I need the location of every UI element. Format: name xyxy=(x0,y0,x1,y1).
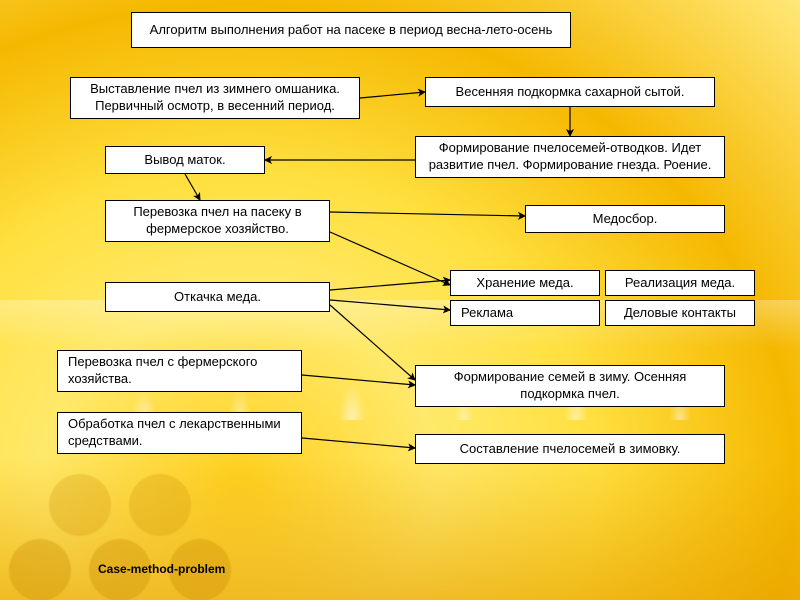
node-n4: Формирование пчелосемей-отводков. Идет р… xyxy=(415,136,725,178)
edge-n9-n10 xyxy=(302,375,415,385)
node-n1: Выставление пчел из зимнего омшаника. Пе… xyxy=(70,77,360,119)
edge-n3-n5 xyxy=(185,174,200,200)
edge-n11-n12 xyxy=(302,438,415,448)
footer-label: Case-method-problem xyxy=(98,562,225,576)
node-n12: Составление пчелосемей в зимовку. xyxy=(415,434,725,464)
node-n8c: Реклама xyxy=(450,300,600,326)
edge-n1-n2 xyxy=(360,92,425,98)
node-title: Алгоритм выполнения работ на пасеке в пе… xyxy=(131,12,571,48)
node-n5: Перевозка пчел на пасеку в фермерское хо… xyxy=(105,200,330,242)
edge-n5-n7 xyxy=(330,232,450,285)
node-n8d: Деловые контакты xyxy=(605,300,755,326)
node-n10: Формирование семей в зиму. Осенняя подко… xyxy=(415,365,725,407)
node-n3: Вывод маток. xyxy=(105,146,265,174)
edge-n7-n8c xyxy=(330,300,450,310)
node-n2: Весенняя подкормка сахарной сытой. xyxy=(425,77,715,107)
node-n8a: Хранение меда. xyxy=(450,270,600,296)
edge-n7-n9 xyxy=(330,305,415,380)
edge-n5-n6 xyxy=(330,212,525,216)
node-n6: Медосбор. xyxy=(525,205,725,233)
node-n11: Обработка пчел с лекарственными средства… xyxy=(57,412,302,454)
edge-n7-n8a xyxy=(330,280,450,290)
node-n9: Перевозка пчел с фермерского хозяйства. xyxy=(57,350,302,392)
node-n7: Откачка меда. xyxy=(105,282,330,312)
node-n8b: Реализация меда. xyxy=(605,270,755,296)
